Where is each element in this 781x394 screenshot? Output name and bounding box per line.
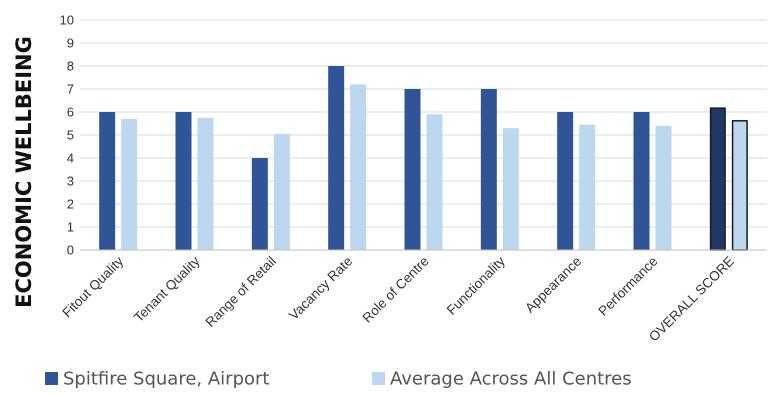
bar-average-all-centres: [426, 114, 443, 250]
legend: Spitfire Square, Airport Average Across A…: [45, 369, 632, 390]
bar-spitfire-square: [404, 89, 421, 250]
bar-spitfire-square: [709, 107, 726, 251]
y-axis-ticks: 0 1 2 3 4 5 6 7 8 9 10: [60, 13, 74, 258]
legend-swatch: [45, 372, 58, 385]
bar-spitfire-square: [633, 112, 650, 250]
bars: [99, 66, 748, 251]
x-tick-label: Range of Retail: [203, 254, 279, 330]
x-tick-label: Tenant Quality: [131, 253, 203, 325]
x-tick-label: Performance: [595, 254, 660, 319]
y-tick-label: 7: [67, 82, 74, 97]
y-tick-label: 2: [67, 197, 74, 212]
bar-spitfire-square: [480, 89, 497, 250]
y-tick-label: 10: [60, 13, 74, 28]
y-axis-label: ECONOMIC WELLBEING: [12, 36, 36, 308]
bar-average-all-centres: [655, 125, 672, 250]
bar-average-all-centres: [350, 84, 367, 251]
y-tick-label: 5: [67, 128, 74, 143]
y-tick-label: 8: [67, 59, 74, 74]
bar-average-all-centres: [579, 124, 596, 250]
x-tick-label: Functionality: [444, 253, 508, 317]
legend-label: Average Across All Centres: [390, 369, 632, 390]
y-tick-label: 6: [67, 105, 74, 120]
bar-average-all-centres: [197, 117, 214, 250]
legend-label: Spitfire Square, Airport: [63, 369, 269, 390]
x-axis-category-labels: Fitout Quality Tenant Quality Range of Ret…: [59, 253, 737, 344]
x-tick-label: Fitout Quality: [59, 253, 126, 320]
legend-swatch: [372, 372, 385, 385]
bar-spitfire-square: [251, 158, 268, 250]
y-tick-label: 1: [67, 220, 74, 235]
bar-spitfire-square: [557, 112, 574, 250]
x-tick-label: Vacancy Rate: [286, 254, 355, 323]
bar-spitfire-square: [99, 112, 116, 250]
bar-average-all-centres: [502, 128, 519, 250]
gridlines: [80, 19, 767, 228]
x-tick-label: Appearance: [522, 254, 584, 316]
y-tick-label: 9: [67, 36, 74, 51]
y-tick-label: 3: [67, 174, 74, 189]
y-tick-label: 0: [67, 243, 74, 258]
bar-spitfire-square: [328, 66, 345, 250]
bar-average-all-centres: [731, 120, 748, 251]
bar-average-all-centres: [273, 133, 290, 250]
x-tick-label: OVERALL SCORE: [646, 254, 737, 345]
bar-spitfire-square: [175, 112, 192, 250]
bar-average-all-centres: [121, 118, 138, 251]
x-tick-label: Role of Centre: [359, 254, 431, 326]
y-tick-label: 4: [67, 151, 74, 166]
